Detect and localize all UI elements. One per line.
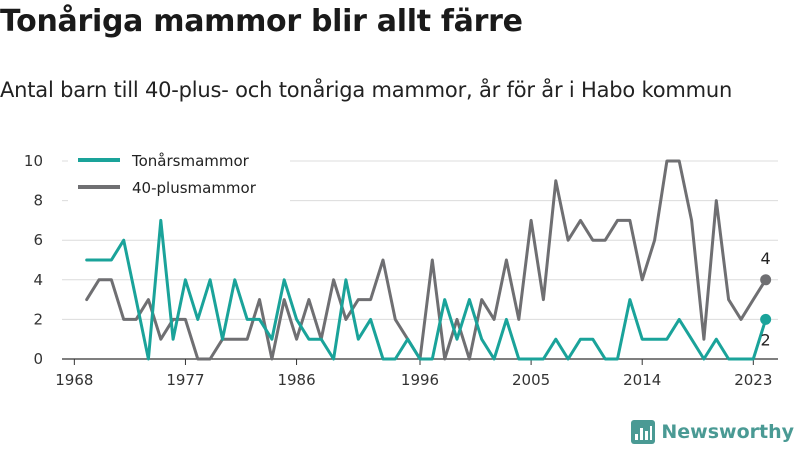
legend: Tonårsmammor 40-plusmammor [68,148,290,202]
x-axis-ticks: 1968 1977 1986 1996 2005 2014 2023 [55,359,772,389]
x-tick-label-2023: 2023 [734,371,772,389]
end-label-40-plusmammor: 4 [761,249,771,268]
bar-chart-icon [631,420,656,444]
x-tick-label-1977: 1977 [166,371,204,389]
x-tick-label-1968: 1968 [55,371,93,389]
legend-label-40-plusmammor: 40-plusmammor [132,179,257,197]
chart-subtitle: Antal barn till 40-plus- och tonåriga ma… [0,78,733,102]
y-tick-label-10: 10 [24,152,43,170]
y-tick-label-8: 8 [33,192,43,210]
series-lines [85,159,768,361]
x-tick-label-1996: 1996 [401,371,439,389]
end-marker-40-plusmammor [760,274,772,286]
brand-name: Newsworthy [661,421,794,443]
y-axis-ticks: 0 2 4 6 8 10 [24,152,43,368]
x-tick-label-2005: 2005 [512,371,550,389]
series-line-tonarsmammor [85,218,768,361]
y-tick-label-2: 2 [33,310,43,328]
legend-label-tonarsmammor: Tonårsmammor [131,152,250,170]
legend-background [68,148,290,202]
chart-title: Tonåriga mammor blir allt färre [0,4,523,39]
end-label-tonarsmammor: 2 [761,330,771,349]
end-marker-tonarsmammor [760,313,772,325]
y-tick-label-0: 0 [33,350,43,368]
x-tick-label-2014: 2014 [623,371,661,389]
series-line-40-plusmammor [85,159,768,361]
x-tick-label-1986: 1986 [277,371,315,389]
y-tick-label-6: 6 [33,231,43,249]
y-tick-label-4: 4 [33,271,43,289]
end-markers: 24 [760,249,772,349]
newsworthy-logo: Newsworthy [631,420,794,444]
